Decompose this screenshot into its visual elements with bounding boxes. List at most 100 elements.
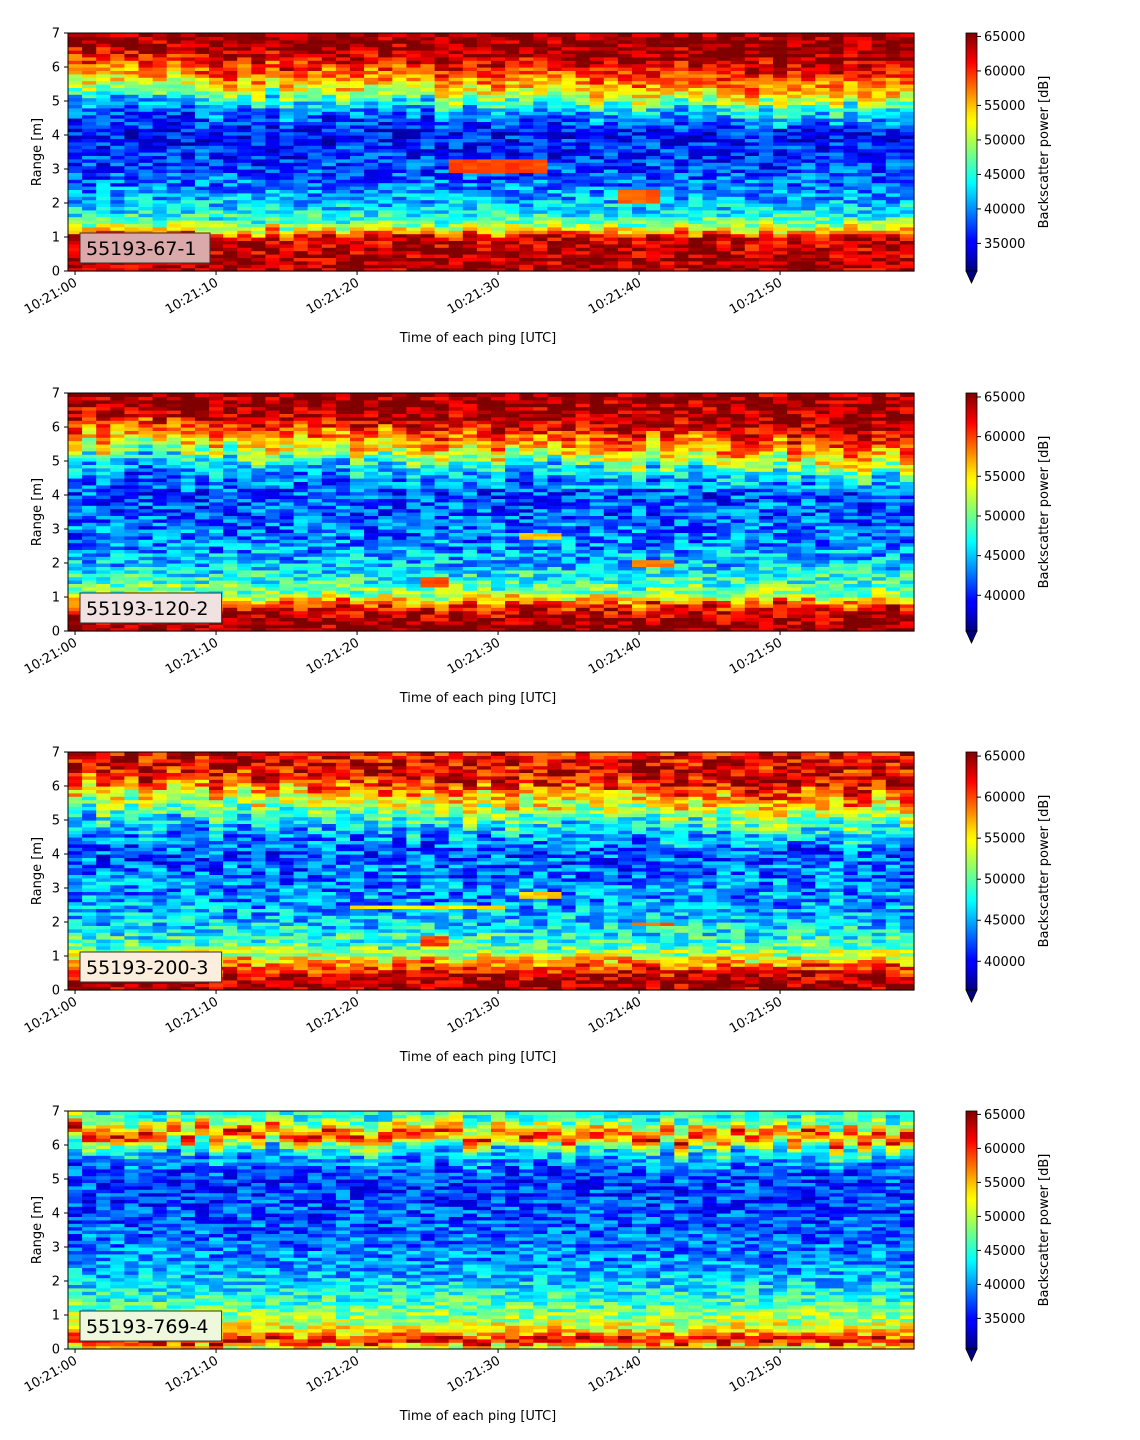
heatmap-cell: [562, 193, 577, 197]
heatmap-cell: [519, 183, 534, 187]
heatmap-cell: [604, 264, 619, 268]
heatmap-cell: [731, 142, 746, 146]
heatmap-cell: [674, 149, 689, 153]
heatmap-cell: [96, 166, 111, 170]
heatmap-cell: [688, 193, 703, 197]
heatmap-cell: [237, 142, 252, 146]
heatmap-cell: [801, 234, 816, 238]
heatmap-cell: [251, 142, 266, 146]
heatmap-cell: [547, 183, 562, 187]
heatmap-cell: [759, 200, 774, 204]
heatmap-cell: [392, 210, 407, 214]
heatmap-cell: [858, 244, 873, 248]
heatmap-cell: [96, 437, 111, 441]
heatmap-cell: [519, 251, 534, 255]
heatmap-cell: [68, 193, 83, 197]
heatmap-cell: [858, 176, 873, 180]
heatmap-cell: [167, 454, 182, 458]
heatmap-cell: [392, 200, 407, 204]
heatmap-cell: [688, 159, 703, 163]
heatmap-cell: [519, 234, 534, 238]
heatmap-cell: [646, 132, 661, 136]
heatmap-cell: [421, 33, 436, 37]
heatmap-cell: [181, 166, 196, 170]
heatmap-cell: [858, 149, 873, 153]
heatmap-cell: [96, 193, 111, 197]
heatmap-cell: [223, 210, 238, 214]
heatmap-cell: [378, 217, 393, 221]
heatmap-cell: [68, 210, 83, 214]
heatmap-cell: [82, 227, 97, 231]
heatmap-cell: [505, 166, 520, 170]
heatmap-cell: [815, 193, 830, 197]
heatmap-cell: [815, 142, 830, 146]
heatmap-cell: [745, 234, 760, 238]
heatmap-cell: [505, 193, 520, 197]
heatmap-cell: [463, 227, 478, 231]
heatmap-cell: [435, 33, 450, 37]
heatmap-cell: [491, 200, 506, 204]
heatmap-cell: [576, 251, 591, 255]
heatmap-cell: [646, 33, 661, 37]
heatmap-cell: [167, 132, 182, 136]
heatmap-cell: [604, 227, 619, 231]
heatmap-cell: [815, 227, 830, 231]
heatmap-cell: [237, 200, 252, 204]
heatmap-cell: [139, 505, 154, 509]
heatmap-cell: [703, 234, 718, 238]
heatmap-cell: [322, 264, 337, 268]
heatmap-cell: [110, 264, 125, 268]
heatmap-cell: [759, 159, 774, 163]
heatmap-cell: [124, 166, 139, 170]
heatmap-cell: [604, 33, 619, 37]
heatmap-cell: [477, 244, 492, 248]
heatmap-cell: [294, 217, 309, 221]
heatmap-cell: [787, 159, 802, 163]
heatmap-cell: [153, 217, 168, 221]
heatmap-cell: [223, 149, 238, 153]
heatmap-cell: [576, 33, 591, 37]
heatmap-cell: [674, 264, 689, 268]
heatmap-cell: [547, 227, 562, 231]
heatmap-cell: [265, 176, 280, 180]
heatmap-cell: [886, 166, 901, 170]
heatmap-cell: [195, 210, 210, 214]
colorbar-label: Backscatter power [dB]: [1037, 76, 1052, 229]
heatmap-cell: [646, 183, 661, 187]
heatmap-cell: [773, 176, 788, 180]
heatmap-cell: [815, 244, 830, 248]
heatmap-cell: [336, 159, 351, 163]
heatmap-cell: [519, 149, 534, 153]
heatmap-cell: [844, 264, 859, 268]
heatmap-cell: [717, 149, 732, 153]
heatmap-cell: [829, 227, 844, 231]
heatmap-cell: [421, 159, 436, 163]
heatmap-cell: [378, 244, 393, 248]
heatmap-cell: [463, 183, 478, 187]
heatmap-cell: [167, 227, 182, 231]
heatmap-cell: [378, 166, 393, 170]
heatmap-cell: [477, 227, 492, 231]
heatmap-cell: [604, 176, 619, 180]
heatmap-cell: [280, 200, 295, 204]
heatmap-cell: [251, 132, 266, 136]
heatmap-cell: [280, 132, 295, 136]
heatmap-cell: [237, 193, 252, 197]
heatmap-cell: [618, 227, 633, 231]
heatmap-cell: [364, 183, 379, 187]
heatmap-cell: [801, 33, 816, 37]
heatmap-cell: [181, 200, 196, 204]
heatmap-cell: [223, 244, 238, 248]
heatmap-cell: [124, 505, 139, 509]
heatmap-cell: [139, 488, 154, 492]
x-tick-label: 10:21:20: [304, 275, 362, 317]
heatmap-cell: [463, 142, 478, 146]
heatmap-cell: [195, 193, 210, 197]
heatmap-cell: [632, 166, 647, 170]
heatmap-cell: [731, 193, 746, 197]
heatmap-cell: [463, 217, 478, 221]
heatmap-cell: [872, 149, 887, 153]
heatmap-cell: [505, 183, 520, 187]
y-tick-label: 7: [52, 27, 60, 42]
heatmap-cell: [491, 176, 506, 180]
